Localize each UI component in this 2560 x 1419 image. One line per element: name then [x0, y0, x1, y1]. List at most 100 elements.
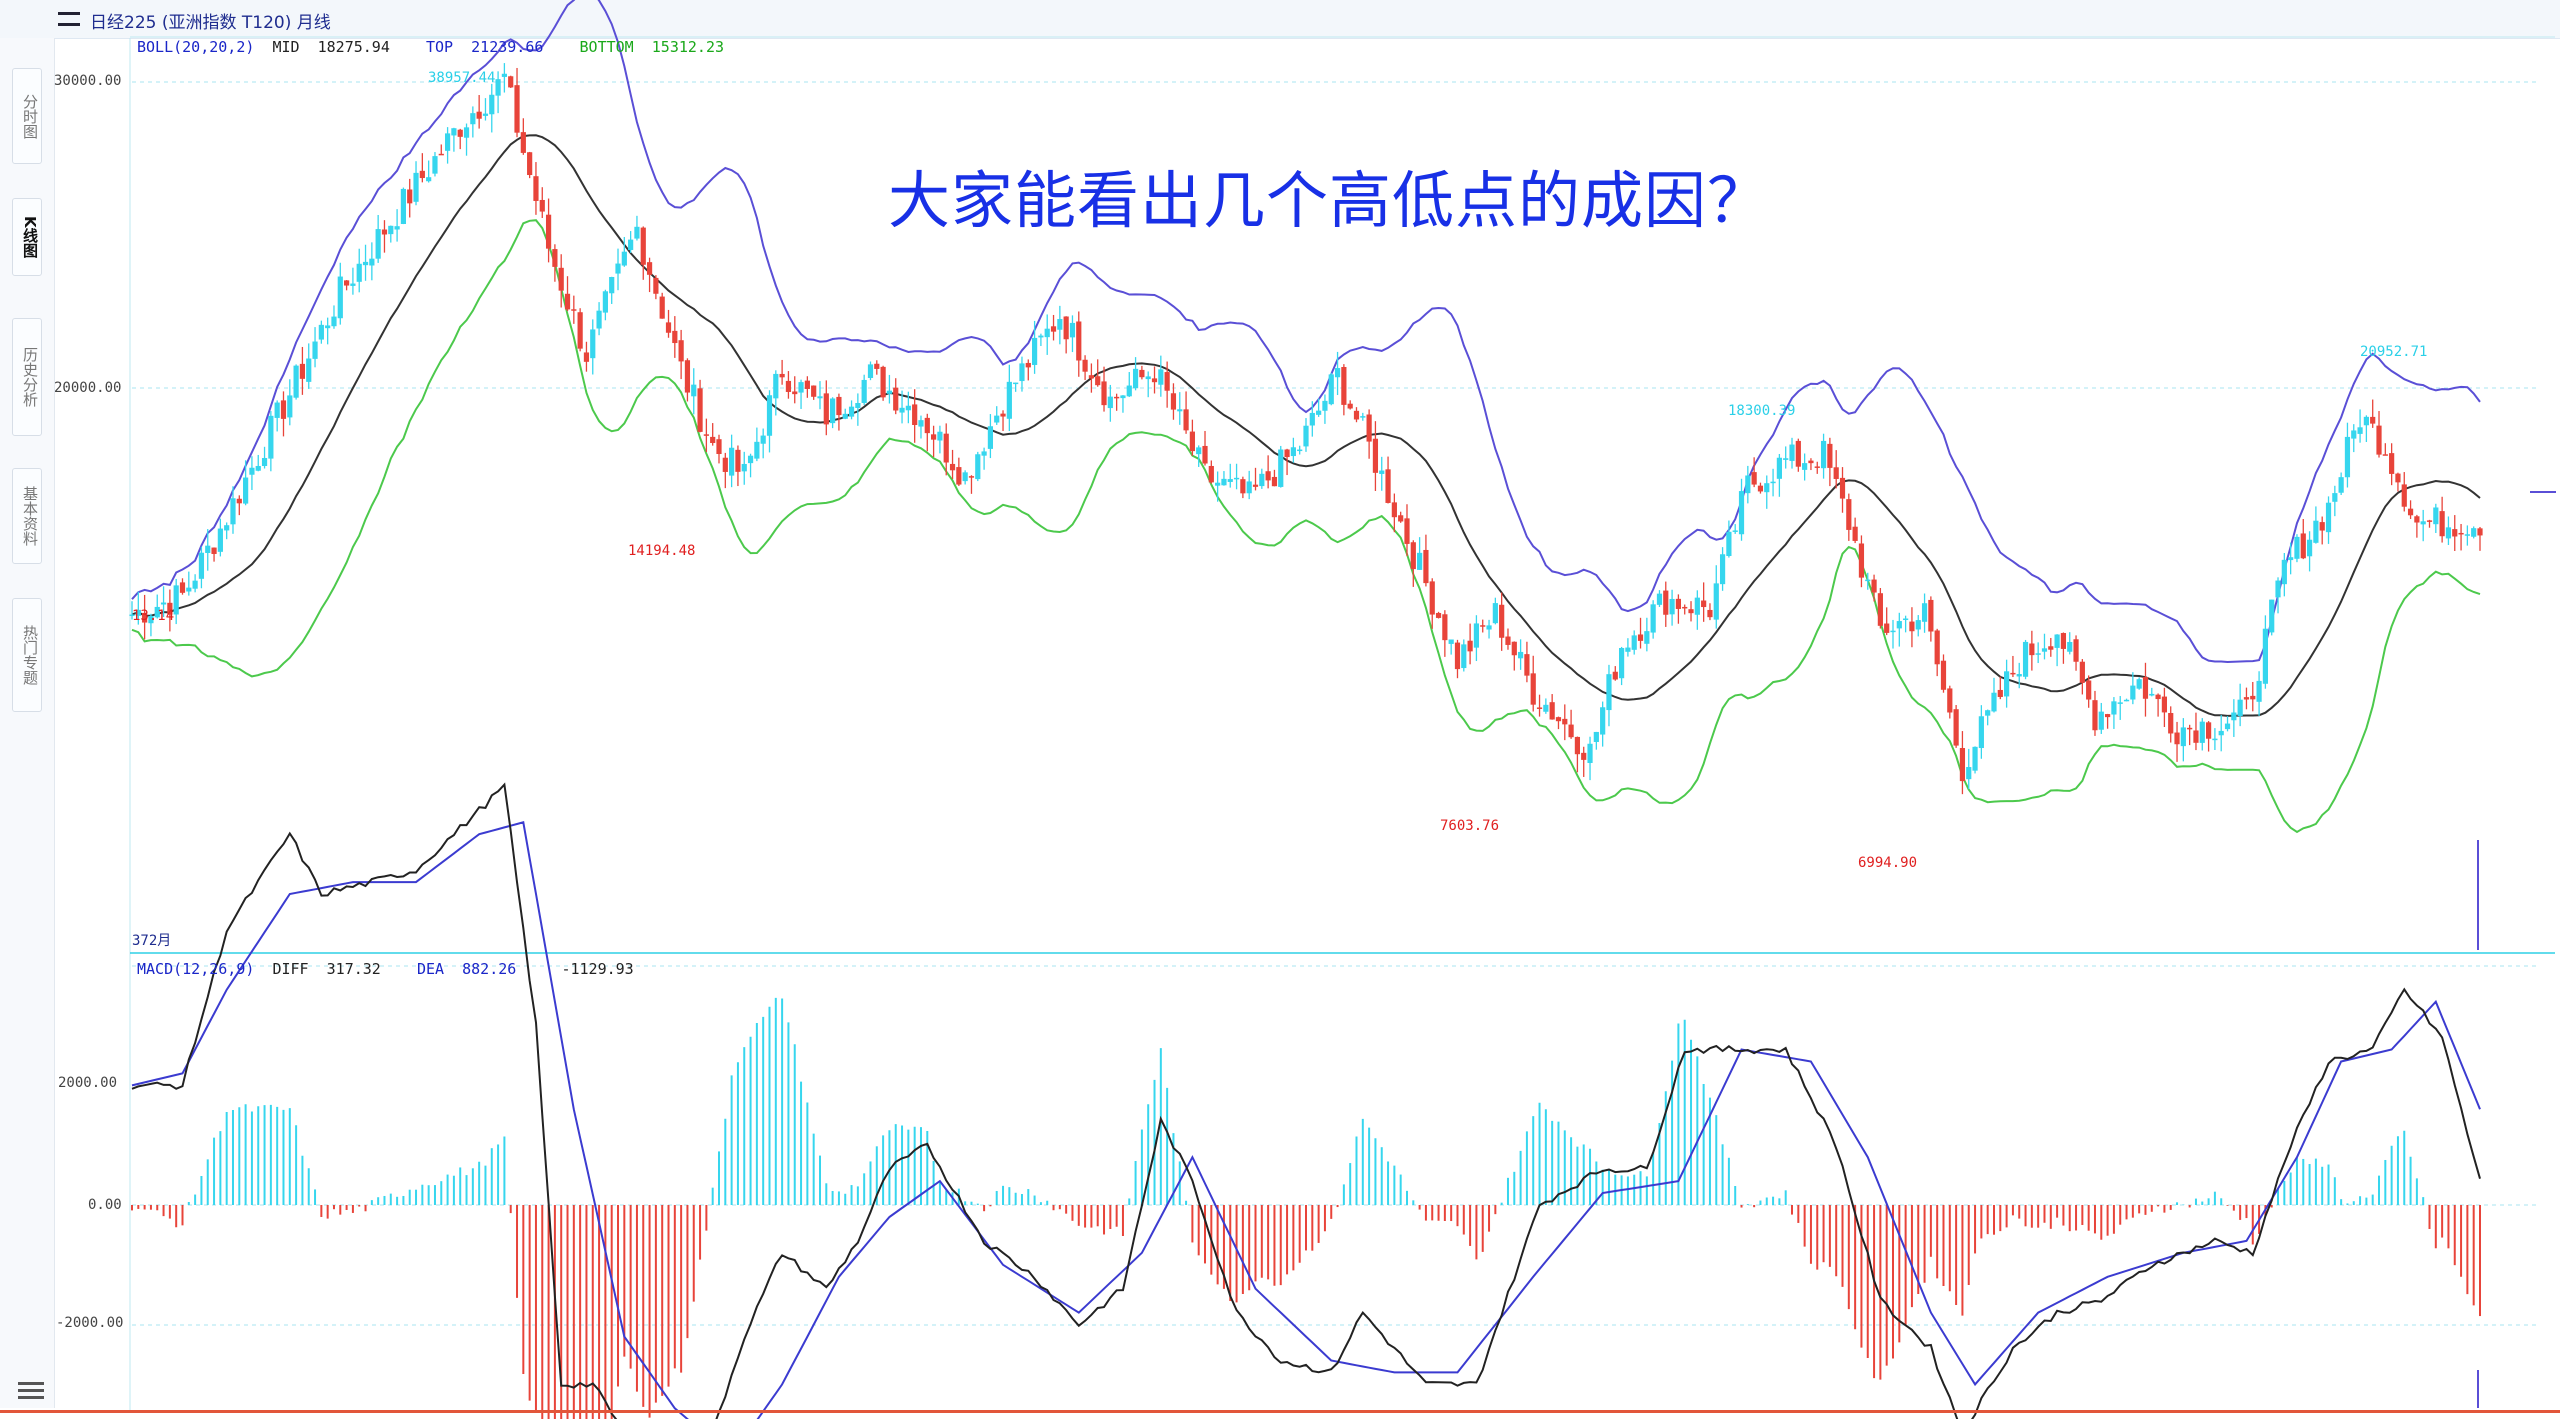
tab-history[interactable]: 历史分析 — [12, 318, 42, 436]
low-label-1: 14194.48 — [628, 543, 696, 559]
candle — [369, 258, 375, 266]
candle — [1240, 479, 1246, 494]
candle — [1114, 396, 1120, 399]
candle — [2471, 528, 2477, 537]
candle — [2407, 508, 2414, 516]
candle — [2389, 453, 2395, 474]
candle — [280, 400, 287, 419]
candle — [1625, 647, 1631, 652]
candle — [1297, 449, 1303, 452]
candle — [1454, 642, 1461, 670]
period-label: 372月 — [132, 933, 172, 949]
candle — [1757, 485, 1764, 492]
diff-value: 317.32 — [326, 960, 381, 978]
candle — [1031, 337, 1038, 365]
candle — [1846, 499, 1852, 530]
high-label-3: 20952.71 — [2360, 344, 2428, 360]
tab-kline[interactable]: K线图 — [12, 198, 42, 276]
candle — [388, 225, 394, 235]
candle — [2420, 521, 2426, 525]
candle — [356, 263, 362, 282]
candle — [943, 433, 949, 463]
candle — [2035, 653, 2041, 655]
high-label-2: 18300.39 — [1728, 403, 1796, 419]
candle — [968, 476, 975, 478]
candle — [956, 467, 962, 485]
candle — [1347, 403, 1353, 409]
candle — [1574, 736, 1581, 755]
candle — [186, 587, 192, 592]
tab-intraday[interactable]: 分时图 — [12, 68, 42, 164]
menu-icon[interactable] — [58, 12, 80, 26]
candle — [1631, 635, 1637, 650]
candle — [1877, 593, 1883, 626]
candle — [2136, 679, 2142, 689]
candle — [602, 291, 608, 313]
candle — [899, 407, 905, 413]
candle — [2250, 695, 2256, 700]
macd-legend: MACD(12,26,9) DIFF 317.32 DEA 882.26 -11… — [137, 960, 634, 978]
candle — [665, 322, 672, 333]
candle — [741, 463, 747, 472]
candle — [590, 329, 596, 359]
candle — [1322, 400, 1328, 411]
tab-profile[interactable]: 基本资料 — [12, 468, 42, 564]
candle — [1126, 385, 1132, 397]
candle — [981, 451, 987, 456]
candle — [413, 172, 419, 202]
candle — [1738, 491, 1745, 535]
candle — [432, 156, 438, 174]
candle — [672, 330, 678, 344]
candle — [867, 364, 874, 378]
boll-legend: BOLL(20,20,2) MID 18275.94 TOP 21239.66 … — [137, 38, 724, 56]
candle — [527, 152, 533, 176]
candle — [1587, 743, 1593, 763]
candle — [564, 293, 571, 310]
candle — [407, 189, 413, 204]
candle — [495, 79, 501, 96]
tab-hot-topics[interactable]: 热门专题 — [12, 598, 42, 712]
candle — [2300, 533, 2306, 559]
candle — [2149, 693, 2155, 696]
candle — [1669, 598, 1675, 615]
candle — [344, 280, 350, 286]
candle — [1492, 603, 1498, 624]
candle — [173, 585, 179, 615]
candle — [1366, 414, 1372, 442]
candle — [142, 612, 148, 623]
candle — [520, 132, 526, 153]
candle — [394, 226, 400, 230]
candle — [886, 390, 893, 394]
candle — [1069, 322, 1076, 338]
candle — [249, 467, 255, 475]
candle — [1644, 631, 1650, 644]
candle — [1776, 457, 1782, 479]
candle — [615, 263, 621, 274]
candle — [1360, 416, 1366, 418]
candle — [1839, 477, 1846, 499]
candle — [621, 251, 627, 266]
candle — [1985, 710, 1991, 716]
candle — [2281, 559, 2287, 585]
candle — [1909, 621, 1915, 632]
candle — [912, 404, 918, 426]
candle — [1139, 369, 1145, 378]
candle — [1107, 396, 1113, 409]
candle — [609, 277, 615, 294]
candle — [2306, 539, 2313, 557]
candle — [2199, 721, 2205, 743]
candle — [596, 310, 602, 329]
candle — [1713, 583, 1719, 620]
list-icon[interactable] — [18, 1378, 44, 1402]
candle — [1379, 470, 1385, 474]
candle — [470, 113, 476, 125]
candle — [2414, 516, 2420, 523]
candle — [2395, 473, 2401, 483]
candle — [2224, 723, 2231, 730]
macd-value: -1129.93 — [561, 960, 634, 978]
candle — [691, 384, 697, 397]
candle — [1044, 328, 1050, 338]
candle — [350, 283, 356, 286]
candle — [798, 382, 804, 393]
